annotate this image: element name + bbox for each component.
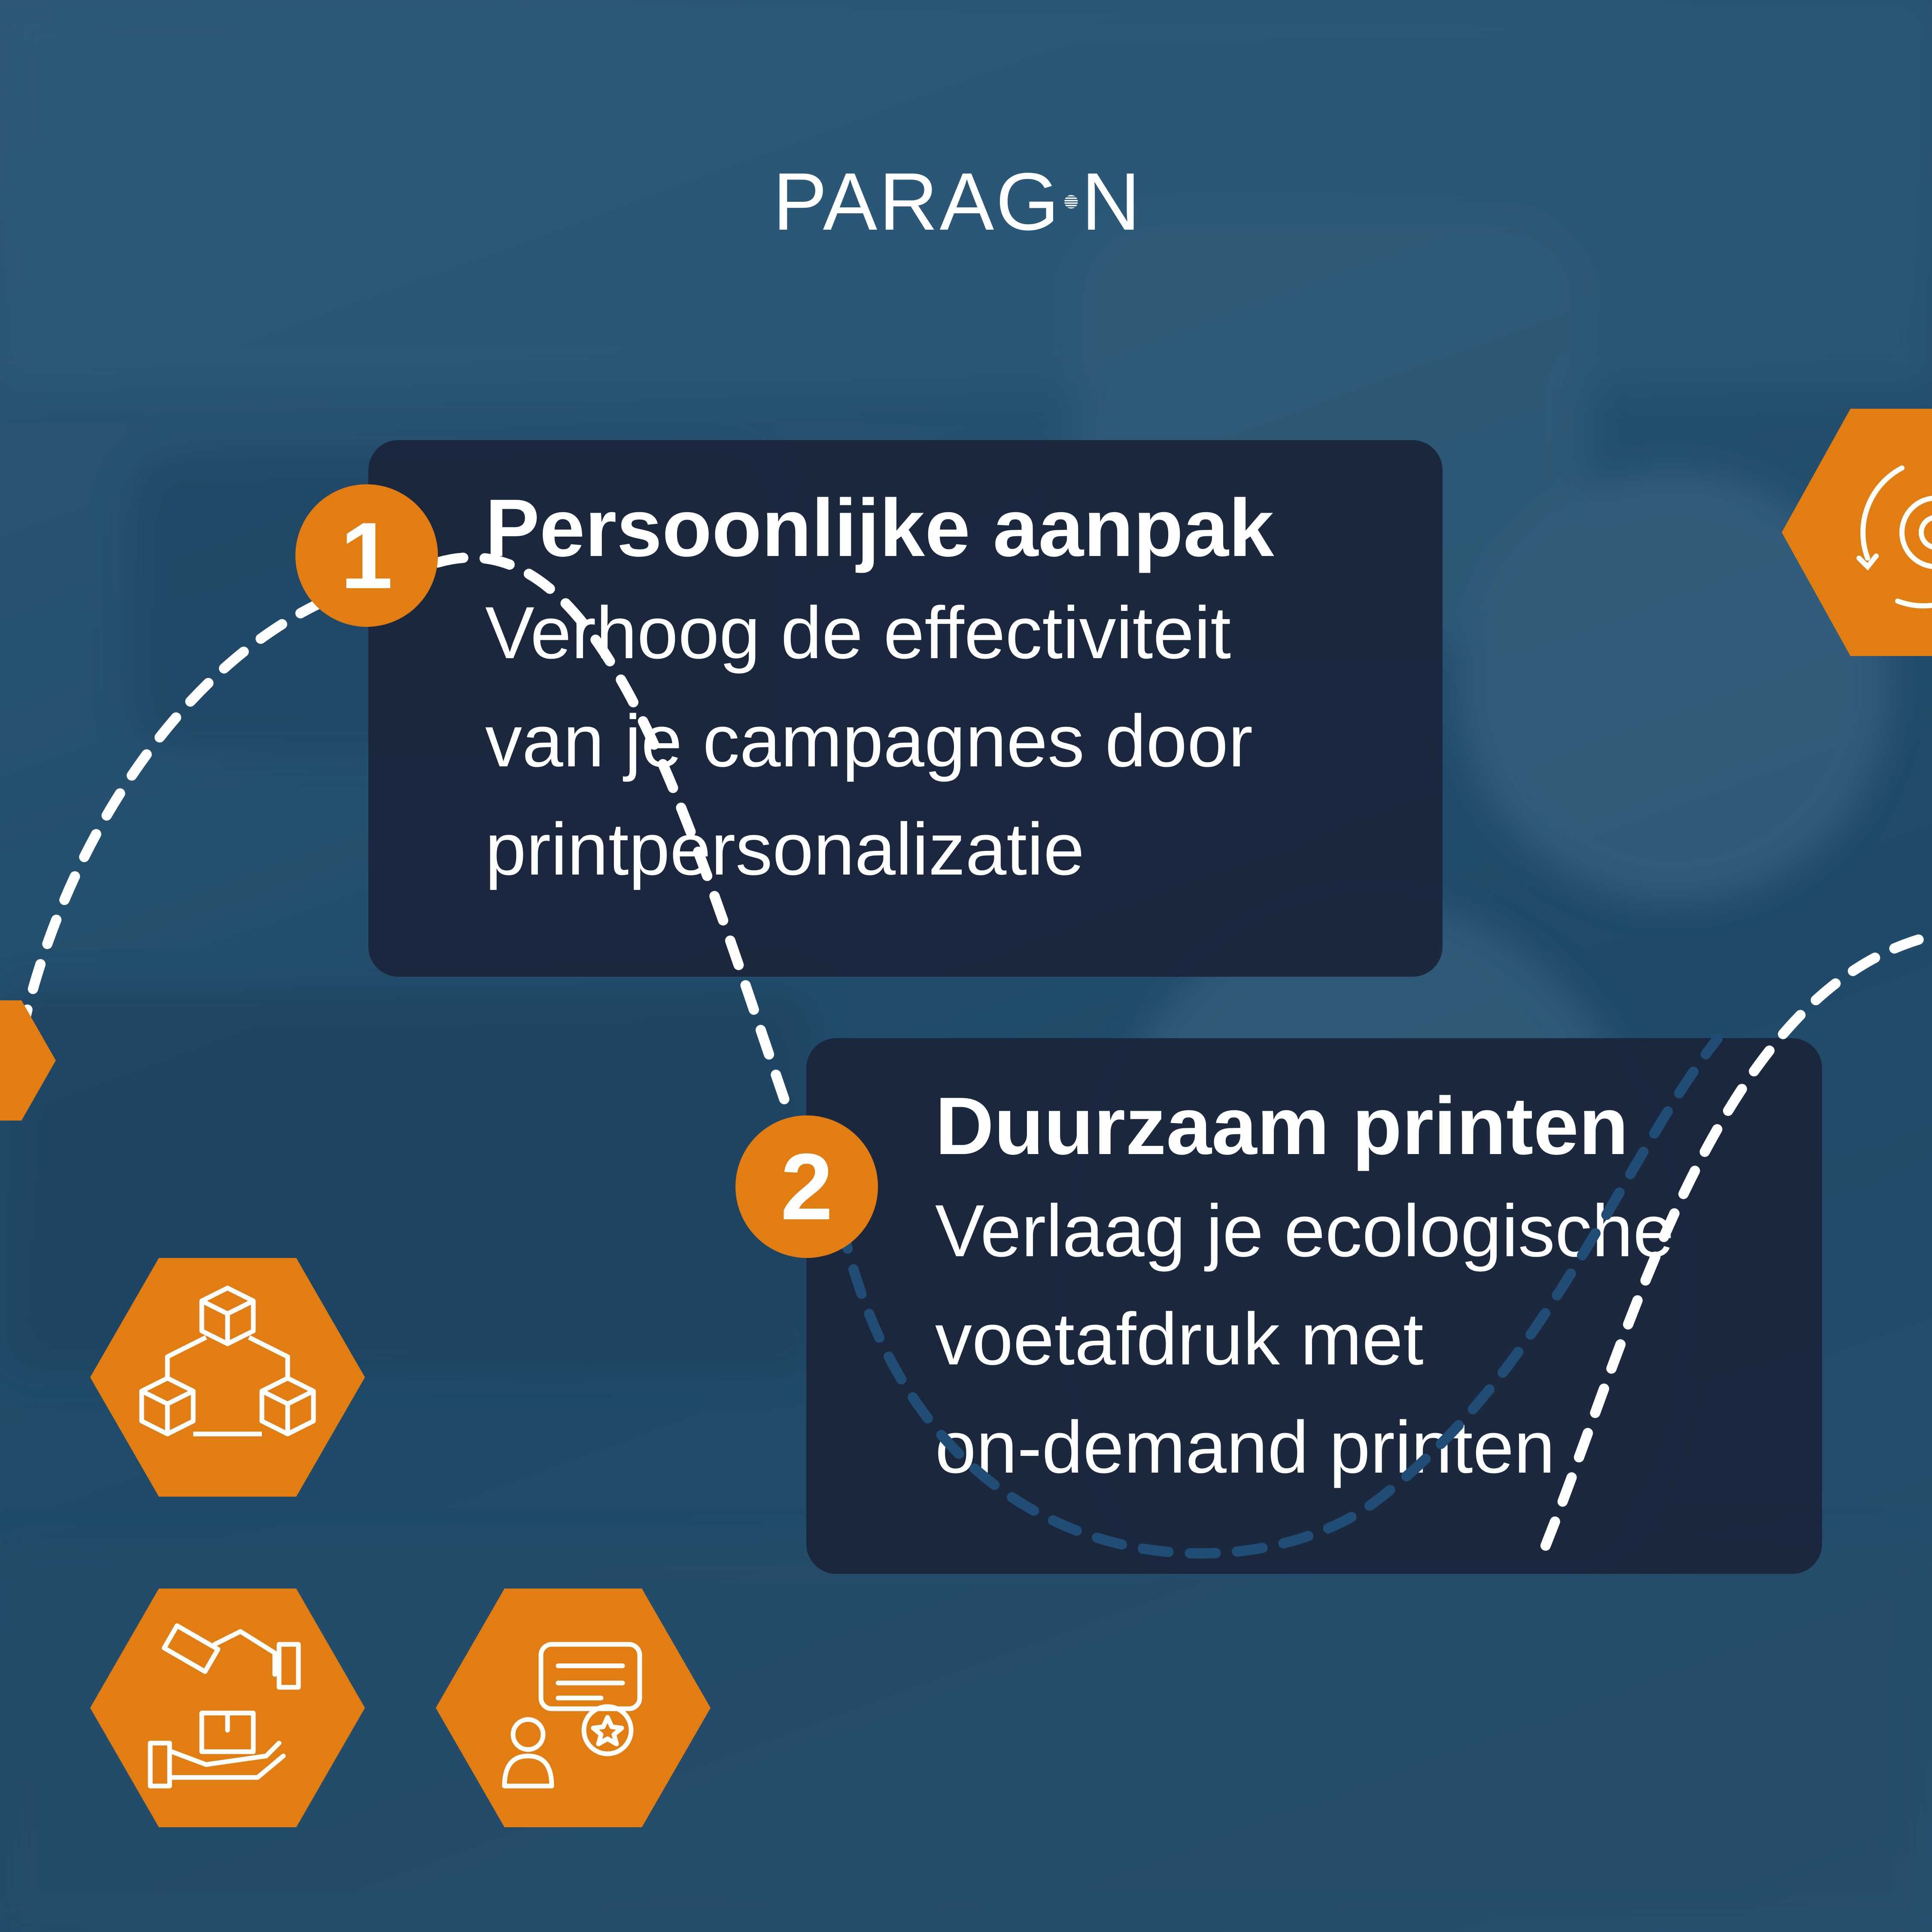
step-2-description: Verlaag je ecologische voetafdruk met on… bbox=[935, 1177, 1674, 1501]
step-1-description-line: printpersonalizatie bbox=[485, 808, 1084, 890]
step-card-1: Persoonlijke aanpak Verhoog de effectivi… bbox=[368, 440, 1443, 977]
connected-boxes-hexagon bbox=[90, 1258, 365, 1497]
chat-review-user-icon bbox=[502, 1642, 642, 1789]
logo-text-end: N bbox=[1081, 156, 1142, 247]
step-2-description-line: Verlaag je ecologische bbox=[935, 1190, 1674, 1272]
step-1-description: Verhoog de effectiviteit van je campagne… bbox=[485, 579, 1253, 903]
globe-logo-icon bbox=[1064, 195, 1078, 209]
chat-review-user-hexagon bbox=[436, 1589, 711, 1827]
dashed-path-white-right bbox=[1540, 931, 1932, 1551]
dashed-path-white-left bbox=[16, 583, 361, 1040]
step-2-title: Duurzaam printen bbox=[935, 1081, 1629, 1172]
gear-cycle-hexagon bbox=[1782, 409, 1932, 656]
step-2-number-badge: 2 bbox=[735, 1115, 878, 1258]
paragon-logo: PARAG N bbox=[773, 156, 1142, 247]
step-1-title: Persoonlijke aanpak bbox=[485, 483, 1274, 574]
money-hand-package-icon bbox=[148, 1623, 301, 1789]
money-hand-package-hexagon bbox=[90, 1589, 365, 1827]
hexagon-partial-left bbox=[0, 1000, 56, 1121]
step-2-description-line: on-demand printen bbox=[935, 1406, 1555, 1488]
connected-boxes-icon bbox=[139, 1285, 316, 1437]
step-1-description-line: van je campagnes door bbox=[485, 700, 1253, 782]
logo-text-start: PARAG bbox=[773, 156, 1061, 247]
step-2-description-line: voetafdruk met bbox=[935, 1298, 1424, 1380]
step-1-number-badge: 1 bbox=[295, 484, 438, 627]
dashed-path-blue bbox=[836, 1034, 1722, 1559]
gear-cycle-icon bbox=[1856, 465, 1932, 609]
dashed-path-white-mid bbox=[433, 552, 791, 1109]
